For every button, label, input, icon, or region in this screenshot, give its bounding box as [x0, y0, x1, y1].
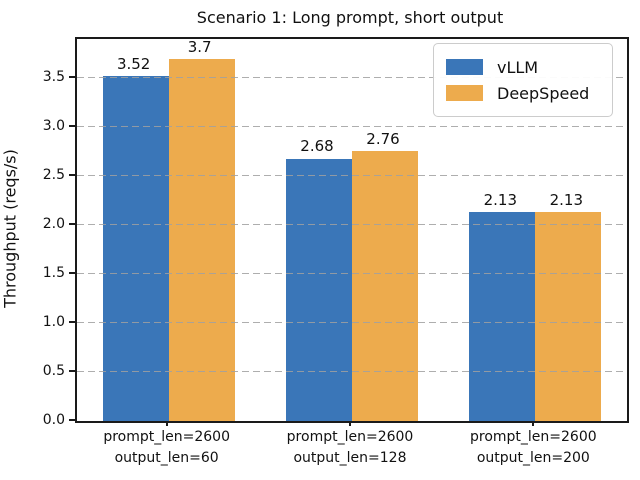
bar-vllm-group1	[286, 158, 352, 421]
x-tick-mark	[165, 421, 168, 426]
bar-deepspeed-group2	[535, 212, 602, 421]
x-tick-mark	[532, 421, 535, 426]
y-tick-mark	[69, 321, 75, 324]
legend: vLLM DeepSpeed	[433, 43, 613, 117]
bar-deepspeed-group1	[352, 150, 418, 421]
y-tick-label: 1.0	[42, 314, 65, 331]
y-tick-label: 1.5	[42, 265, 65, 282]
x-tick-label: prompt_len=2600 output_len=60	[103, 429, 230, 466]
bar-deepspeed-group0	[168, 58, 235, 421]
legend-row-vllm: vLLM	[446, 55, 600, 79]
y-tick-label: 3.0	[42, 118, 65, 135]
bar-value-label: 2.68	[300, 137, 334, 156]
y-tick-label: 2.0	[42, 216, 65, 233]
chart-title: Scenario 1: Long prompt, short output	[196, 8, 504, 27]
bar-value-label: 3.52	[116, 55, 151, 74]
y-tick-label: 2.5	[42, 167, 65, 184]
legend-items: vLLM DeepSpeed	[446, 55, 600, 105]
x-tick-mark	[349, 421, 351, 426]
y-tick-mark	[69, 223, 75, 226]
legend-row-deepspeed: DeepSpeed	[446, 81, 600, 105]
legend-label: DeepSpeed	[497, 83, 590, 103]
bar-value-label: 3.7	[187, 37, 212, 56]
x-tick-label: prompt_len=2600 output_len=200	[470, 429, 597, 466]
y-tick-mark	[69, 370, 75, 373]
legend-swatch-vllm	[446, 59, 483, 75]
y-tick-mark	[69, 76, 75, 79]
legend-swatch-deepspeed	[446, 85, 483, 101]
x-tick-label: prompt_len=2600 output_len=128	[286, 429, 414, 466]
legend-label: vLLM	[497, 57, 539, 77]
bar-vllm-group2	[469, 212, 536, 421]
y-tick-mark	[69, 419, 75, 421]
y-tick-mark	[69, 174, 75, 177]
bar-value-label: 2.13	[483, 191, 518, 210]
bar-vllm-group0	[102, 76, 169, 421]
y-tick-label: 3.5	[42, 69, 65, 86]
bar-value-label: 2.76	[366, 129, 400, 148]
y-axis-label: Throughput (reqs/s)	[0, 149, 20, 308]
y-tick-mark	[69, 272, 75, 275]
y-tick-mark	[69, 125, 75, 128]
bar-value-label: 2.13	[549, 191, 584, 210]
y-tick-label: 0.5	[42, 363, 65, 380]
y-tick-label: 0.0	[42, 412, 65, 428]
